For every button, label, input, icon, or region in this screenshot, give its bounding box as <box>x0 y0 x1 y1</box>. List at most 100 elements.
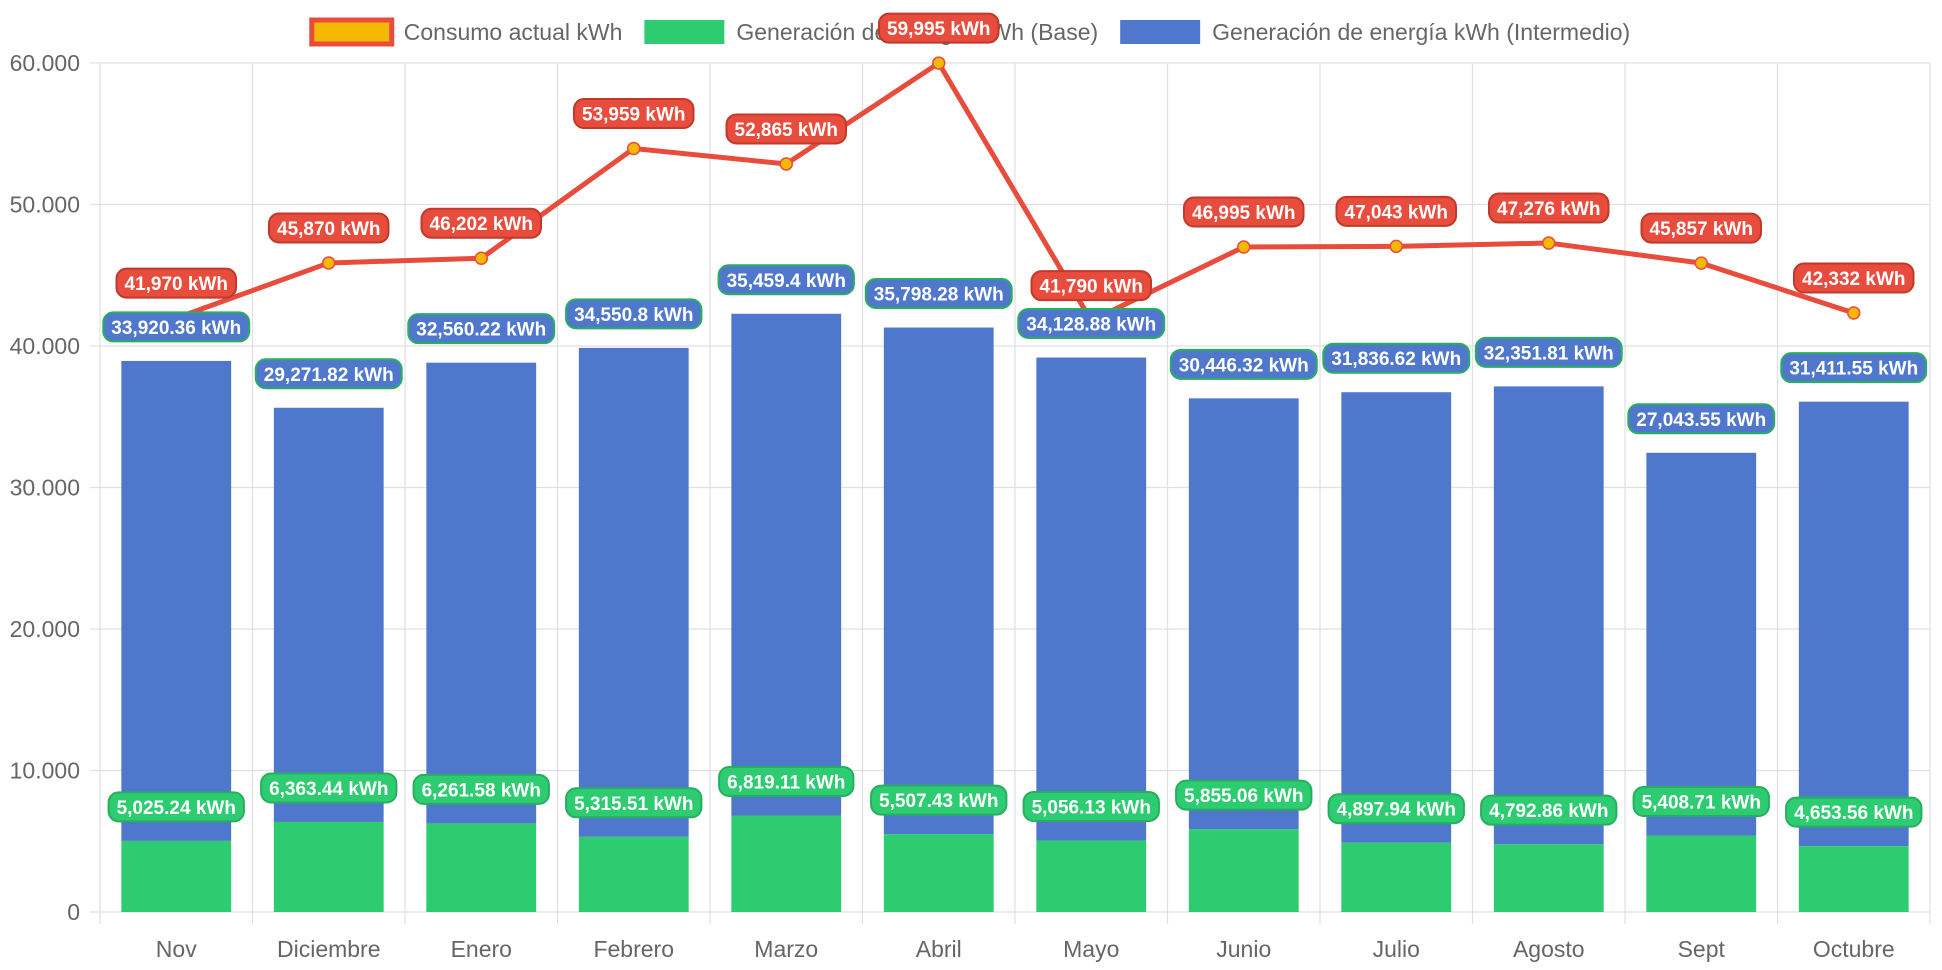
data-label-consumo: 41,970 kWh <box>125 274 229 295</box>
data-label-intermedio-box <box>1780 352 1928 384</box>
data-label-intermedio-box <box>717 264 855 296</box>
line-point <box>1389 239 1403 254</box>
bar-base <box>273 821 384 912</box>
data-label-base: 5,507.43 kWh <box>879 791 998 812</box>
data-label-base: 4,653.56 kWh <box>1794 803 1913 824</box>
x-tick-label: Enero <box>451 936 512 962</box>
legend: Consumo actual kWh Generación de energía … <box>309 17 1630 47</box>
data-label-intermedio: 35,459.4 kWh <box>727 271 846 292</box>
data-label-consumo: 47,043 kWh <box>1345 202 1449 223</box>
data-label-intermedio-box <box>1474 336 1623 368</box>
data-label-intermedio-box <box>1322 342 1471 374</box>
data-label-consumo: 42,332 kWh <box>1802 269 1906 290</box>
data-label-consumo-box <box>420 207 542 239</box>
data-label-base: 5,855.06 kWh <box>1184 786 1303 807</box>
line-point <box>474 251 488 265</box>
bar-base <box>426 823 537 912</box>
data-label-intermedio: 32,560.22 kWh <box>416 320 546 341</box>
data-label-base-box <box>1022 790 1160 822</box>
data-label-consumo: 46,202 kWh <box>430 214 534 235</box>
data-label-intermedio: 31,411.55 kWh <box>1789 359 1918 380</box>
legend-label: Generación de energía kWh (Intermedio) <box>1212 19 1630 45</box>
x-tick-label: Febrero <box>593 936 674 962</box>
data-label-consumo: 45,857 kWh <box>1650 219 1754 240</box>
x-tick-label: Octubre <box>1813 936 1895 962</box>
line-point <box>627 141 641 156</box>
y-tick-label: 10.000 <box>10 758 80 784</box>
data-label-intermedio-box <box>1017 308 1166 340</box>
bar-base <box>1036 840 1147 912</box>
legend-swatch <box>1120 20 1201 44</box>
legend-swatch <box>644 20 725 44</box>
bar-intermedio <box>731 313 842 816</box>
data-label-intermedio-box <box>407 313 556 345</box>
data-label-base-box <box>1480 794 1618 826</box>
data-label-intermedio-box <box>1169 348 1318 380</box>
data-label-base: 5,056.13 kWh <box>1032 797 1151 818</box>
bar-base <box>1493 844 1604 912</box>
line-point <box>1542 236 1556 250</box>
bar-base <box>1341 842 1452 912</box>
data-label-intermedio-box <box>864 278 1013 310</box>
bar-intermedio <box>426 362 537 824</box>
data-label-base: 6,261.58 kWh <box>422 780 541 801</box>
data-label-consumo: 52,865 kWh <box>735 120 839 141</box>
data-label-intermedio-box <box>102 311 251 343</box>
data-label-consumo-box <box>725 113 847 145</box>
data-label-consumo: 53,959 kWh <box>582 104 686 125</box>
data-label-base-box <box>260 772 398 804</box>
x-tick-label: Agosto <box>1513 936 1585 962</box>
data-label-base-box <box>107 791 245 823</box>
data-label-intermedio: 29,271.82 kWh <box>264 365 394 386</box>
data-label-consumo-box <box>1030 270 1152 302</box>
data-label-base-box <box>1327 793 1465 825</box>
data-label-consumo: 59,995 kWh <box>887 19 991 40</box>
x-tick-label: Junio <box>1216 936 1271 962</box>
bar-intermedio <box>1036 357 1147 841</box>
bar-intermedio <box>578 347 689 837</box>
x-tick-label: Sept <box>1678 936 1726 962</box>
bar-base <box>731 815 842 912</box>
line-point <box>1694 256 1708 270</box>
data-label-consumo: 45,870 kWh <box>277 219 381 240</box>
data-label-consumo-box <box>1793 262 1915 294</box>
data-label-intermedio: 30,446.32 kWh <box>1179 355 1309 376</box>
data-label-base: 5,408.71 kWh <box>1642 792 1761 813</box>
data-label-consumo-box <box>1640 212 1762 244</box>
y-tick-label: 30.000 <box>10 475 80 501</box>
data-label-base: 5,315.51 kWh <box>574 794 693 815</box>
line-consumo <box>175 60 1855 324</box>
y-tick-label: 60.000 <box>10 50 80 76</box>
y-tick-label: 50.000 <box>10 192 80 218</box>
bar-base <box>121 840 232 912</box>
bar-intermedio <box>273 407 384 822</box>
bar-intermedio <box>1341 392 1452 843</box>
line-point <box>779 157 793 171</box>
data-label-consumo: 41,790 kWh <box>1040 277 1144 298</box>
bar-intermedio <box>1646 452 1757 836</box>
data-label-base-box <box>1632 785 1770 817</box>
data-label-intermedio: 27,043.55 kWh <box>1636 410 1766 431</box>
bar-intermedio <box>121 360 232 841</box>
data-label-consumo: 46,995 kWh <box>1192 203 1296 224</box>
data-label-base-box <box>870 784 1008 816</box>
data-label-intermedio: 34,550.8 kWh <box>574 305 693 326</box>
x-tick-label: Diciembre <box>277 936 381 962</box>
bar-intermedio <box>883 327 994 835</box>
bar-intermedio <box>1188 398 1299 830</box>
data-label-consumo-box <box>268 212 390 244</box>
bar-base <box>1188 829 1299 912</box>
data-label-consumo-box <box>1335 195 1457 227</box>
data-label-intermedio-box <box>565 298 703 330</box>
data-label-intermedio: 32,351.81 kWh <box>1484 343 1614 364</box>
data-label-base: 4,897.94 kWh <box>1337 800 1456 821</box>
line-point <box>322 256 336 270</box>
data-label-base-box <box>412 773 550 805</box>
x-tick-label: Mayo <box>1063 936 1119 962</box>
data-label-consumo-box <box>1488 192 1610 224</box>
bars <box>121 313 1909 912</box>
data-label-intermedio-box <box>254 358 403 390</box>
x-tick-label: Julio <box>1373 936 1420 962</box>
line-point <box>1847 306 1861 320</box>
bar-base <box>1798 846 1909 912</box>
